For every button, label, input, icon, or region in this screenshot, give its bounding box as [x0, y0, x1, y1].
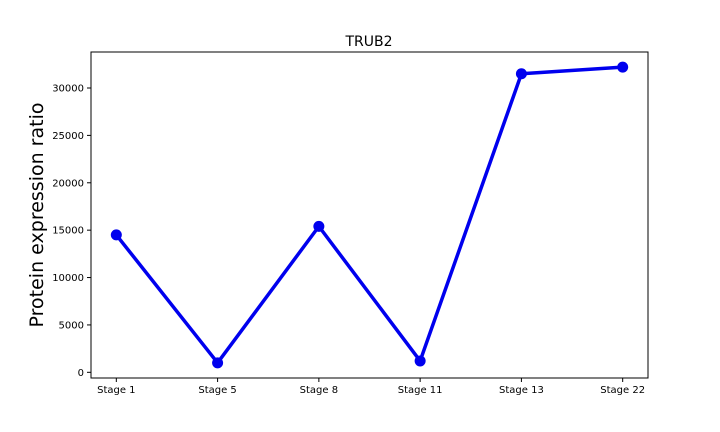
data-point [515, 68, 527, 80]
x-tick-label: Stage 5 [198, 385, 236, 396]
y-tick-label: 0 [78, 368, 84, 379]
y-axis: 0 5000 10000 15000 20000 25000 30000 [52, 84, 91, 379]
y-tick-label: 10000 [52, 273, 84, 284]
x-axis: Stage 1 Stage 5 Stage 8 Stage 11 Stage 13 Sta… [97, 378, 645, 396]
series-line [114, 65, 623, 365]
data-point [110, 229, 122, 241]
x-tick-label: Stage 11 [398, 385, 443, 396]
data-point [414, 355, 426, 367]
plot-area-frame [90, 51, 649, 379]
chart-title: TRUB2 [344, 34, 392, 50]
x-tick-label: Stage 22 [600, 385, 645, 396]
y-tick-label: 25000 [52, 131, 84, 142]
series-layer [110, 61, 629, 369]
data-point [617, 61, 629, 73]
data-point [212, 357, 224, 369]
x-tick-label: Stage 13 [499, 385, 544, 396]
x-tick-label: Stage 1 [97, 385, 135, 396]
y-tick-label: 20000 [52, 178, 84, 189]
y-axis-label: Protein expression ratio [26, 103, 48, 328]
data-point [313, 220, 325, 232]
x-tick-label: Stage 8 [300, 385, 338, 396]
y-tick-label: 5000 [59, 320, 84, 331]
y-tick-label: 15000 [52, 226, 84, 237]
y-tick-label: 30000 [52, 84, 84, 95]
